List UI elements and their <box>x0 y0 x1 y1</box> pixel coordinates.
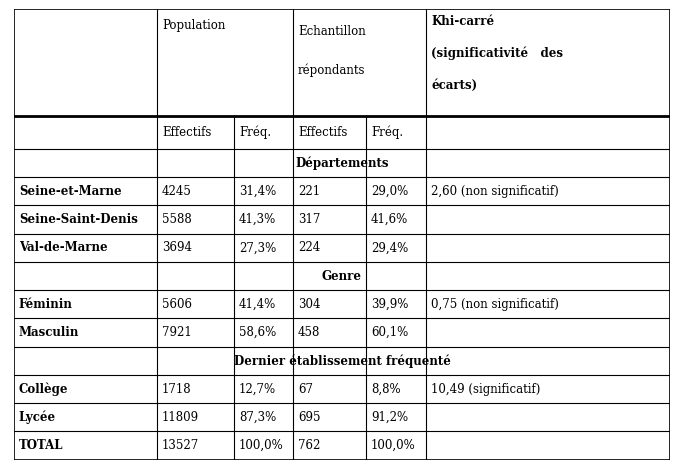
Text: Genre: Genre <box>322 270 362 282</box>
Text: Population: Population <box>162 19 226 32</box>
Text: 13527: 13527 <box>162 439 199 452</box>
Text: 41,6%: 41,6% <box>371 213 408 226</box>
Text: 87,3%: 87,3% <box>239 411 276 424</box>
Text: Fréq.: Fréq. <box>371 126 403 139</box>
Text: 3694: 3694 <box>162 241 192 254</box>
Text: 5588: 5588 <box>162 213 192 226</box>
Text: 0,75 (non significatif): 0,75 (non significatif) <box>432 298 560 311</box>
Text: Echantillon

répondants: Echantillon répondants <box>298 25 366 77</box>
Text: 58,6%: 58,6% <box>239 326 276 339</box>
Text: Départements: Départements <box>295 156 389 170</box>
Text: 304: 304 <box>298 298 321 311</box>
Text: 10,49 (significatif): 10,49 (significatif) <box>432 383 540 395</box>
Text: Khi-carré

(significativité   des

écarts): Khi-carré (significativité des écarts) <box>432 15 564 92</box>
Text: Fréq.: Fréq. <box>239 126 271 139</box>
Text: 27,3%: 27,3% <box>239 241 276 254</box>
Text: Seine-Saint-Denis: Seine-Saint-Denis <box>19 213 137 226</box>
Text: 317: 317 <box>298 213 320 226</box>
Text: Effectifs: Effectifs <box>298 126 347 139</box>
Text: 12,7%: 12,7% <box>239 383 276 395</box>
Text: 31,4%: 31,4% <box>239 185 276 198</box>
Text: 29,4%: 29,4% <box>371 241 408 254</box>
Text: 100,0%: 100,0% <box>371 439 416 452</box>
Text: Féminin: Féminin <box>19 298 73 311</box>
Text: 224: 224 <box>298 241 320 254</box>
Text: 221: 221 <box>298 185 320 198</box>
Text: 7921: 7921 <box>162 326 192 339</box>
Text: Collège: Collège <box>19 382 68 396</box>
Text: Lycée: Lycée <box>19 410 56 424</box>
Text: Masculin: Masculin <box>19 326 79 339</box>
Text: 41,3%: 41,3% <box>239 213 276 226</box>
Text: Dernier établissement fréquenté: Dernier établissement fréquenté <box>233 354 451 368</box>
Text: 8,8%: 8,8% <box>371 383 401 395</box>
Text: 11809: 11809 <box>162 411 199 424</box>
Text: 4245: 4245 <box>162 185 192 198</box>
Text: 60,1%: 60,1% <box>371 326 408 339</box>
Text: 695: 695 <box>298 411 321 424</box>
Text: Seine-et-Marne: Seine-et-Marne <box>19 185 122 198</box>
Text: Effectifs: Effectifs <box>162 126 211 139</box>
Text: 41,4%: 41,4% <box>239 298 276 311</box>
Text: 5606: 5606 <box>162 298 192 311</box>
Text: 1718: 1718 <box>162 383 192 395</box>
Text: 2,60 (non significatif): 2,60 (non significatif) <box>432 185 559 198</box>
Text: 29,0%: 29,0% <box>371 185 408 198</box>
Text: TOTAL: TOTAL <box>19 439 64 452</box>
Text: 91,2%: 91,2% <box>371 411 408 424</box>
Text: 762: 762 <box>298 439 320 452</box>
Text: 458: 458 <box>298 326 320 339</box>
Text: Val-de-Marne: Val-de-Marne <box>19 241 107 254</box>
Text: 39,9%: 39,9% <box>371 298 408 311</box>
Text: 67: 67 <box>298 383 313 395</box>
Text: 100,0%: 100,0% <box>239 439 284 452</box>
